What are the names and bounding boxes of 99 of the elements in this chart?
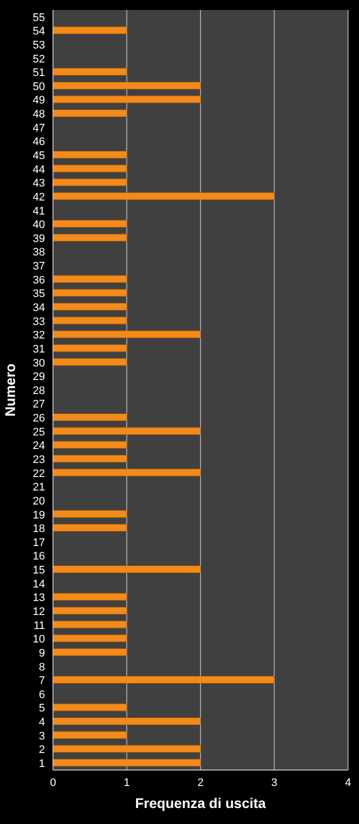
y-tick-label: 33 — [32, 316, 45, 328]
x-tick-label: 2 — [197, 776, 204, 789]
y-tick-label: 10 — [32, 634, 45, 646]
x-tick-label: 0 — [50, 776, 56, 789]
x-tick-label: 3 — [271, 776, 278, 789]
y-tick-label: 26 — [32, 412, 45, 425]
bar — [53, 26, 127, 34]
y-tick-label: 20 — [32, 495, 45, 508]
y-tick-label: 16 — [32, 550, 45, 563]
bar — [53, 454, 127, 462]
x-tick-label: 4 — [344, 776, 352, 789]
y-tick-label: 1 — [38, 758, 45, 770]
y-tick-label: 4 — [38, 716, 45, 729]
bar — [53, 164, 127, 172]
y-tick-label: 12 — [32, 606, 45, 618]
bar — [53, 427, 201, 435]
y-tick-label: 47 — [32, 122, 45, 134]
bar — [53, 413, 127, 421]
y-tick-label: 32 — [32, 330, 45, 342]
y-tick-label: 24 — [32, 440, 45, 452]
bar — [53, 745, 201, 753]
y-tick-label: 15 — [32, 564, 45, 577]
y-tick-label: 50 — [32, 80, 45, 93]
bar — [53, 234, 127, 242]
bar — [53, 593, 127, 601]
bar — [53, 717, 201, 725]
y-tick-label: 7 — [38, 675, 45, 688]
bar — [53, 192, 274, 200]
y-tick-label: 39 — [32, 232, 45, 245]
y-tick-label: 52 — [32, 53, 45, 66]
y-tick-label: 11 — [34, 620, 45, 632]
y-tick-label: 37 — [32, 260, 45, 273]
bar — [53, 510, 127, 518]
bar — [53, 648, 127, 656]
y-tick-label: 41 — [32, 205, 45, 218]
y-tick-label: 25 — [32, 426, 45, 438]
y-tick-label: 54 — [32, 26, 45, 38]
y-tick-label: 38 — [32, 246, 45, 259]
y-tick-label: 22 — [32, 468, 45, 480]
bar — [53, 275, 127, 283]
bar — [53, 731, 127, 739]
y-axis-title: Numero — [2, 364, 18, 416]
y-tick-label: 29 — [32, 371, 45, 384]
y-tick-label: 3 — [38, 730, 45, 742]
bar — [53, 441, 127, 449]
y-tick-label: 43 — [32, 178, 45, 190]
y-tick-label: 8 — [38, 661, 45, 674]
y-tick-label: 13 — [32, 592, 45, 604]
bar — [53, 620, 127, 628]
y-tick-label: 51 — [32, 67, 45, 80]
bar — [53, 220, 127, 228]
y-tick-label: 18 — [32, 523, 45, 536]
y-tick-label: 21 — [32, 482, 45, 494]
y-tick-label: 9 — [38, 647, 45, 660]
y-tick-label: 31 — [32, 343, 45, 356]
y-tick-label: 14 — [32, 578, 45, 590]
y-tick-label: 34 — [32, 302, 45, 314]
y-tick-label: 17 — [32, 536, 45, 549]
y-tick-label: 44 — [32, 164, 45, 176]
bar — [53, 606, 127, 614]
bar — [53, 468, 201, 476]
bar — [53, 524, 127, 532]
y-tick-label: 35 — [32, 288, 45, 300]
y-tick-label: 5 — [38, 702, 45, 715]
bar — [53, 676, 274, 684]
bar — [53, 68, 127, 76]
bar — [53, 565, 201, 573]
y-tick-label: 36 — [32, 274, 45, 286]
y-tick-label: 40 — [32, 219, 45, 232]
bar — [53, 82, 201, 90]
y-tick-label: 49 — [32, 94, 45, 107]
y-tick-label: 48 — [32, 108, 45, 121]
bar — [53, 150, 127, 158]
bar — [53, 302, 127, 310]
bar — [53, 330, 201, 338]
x-axis-title: Frequenza di uscita — [135, 795, 266, 811]
bar — [53, 316, 127, 324]
y-tick-label: 53 — [32, 39, 45, 52]
x-tick-label: 1 — [124, 776, 130, 789]
bar — [53, 358, 127, 366]
bar — [53, 634, 127, 642]
bar — [53, 758, 201, 766]
bar — [53, 96, 201, 104]
y-tick-label: 19 — [32, 509, 45, 522]
y-tick-label: 2 — [38, 744, 45, 756]
y-tick-label: 30 — [32, 357, 45, 370]
bar — [53, 109, 127, 117]
bar — [53, 178, 127, 186]
y-tick-label: 28 — [32, 384, 45, 397]
bar — [53, 704, 127, 712]
y-tick-label: 27 — [32, 398, 45, 411]
y-tick-label: 23 — [32, 454, 45, 466]
bar — [53, 289, 127, 297]
y-tick-label: 42 — [32, 191, 45, 204]
y-tick-label: 46 — [32, 136, 45, 148]
y-tick-label: 6 — [38, 688, 45, 701]
y-tick-label: 45 — [32, 150, 45, 162]
y-tick-label: 55 — [32, 12, 45, 24]
bar — [53, 344, 127, 352]
